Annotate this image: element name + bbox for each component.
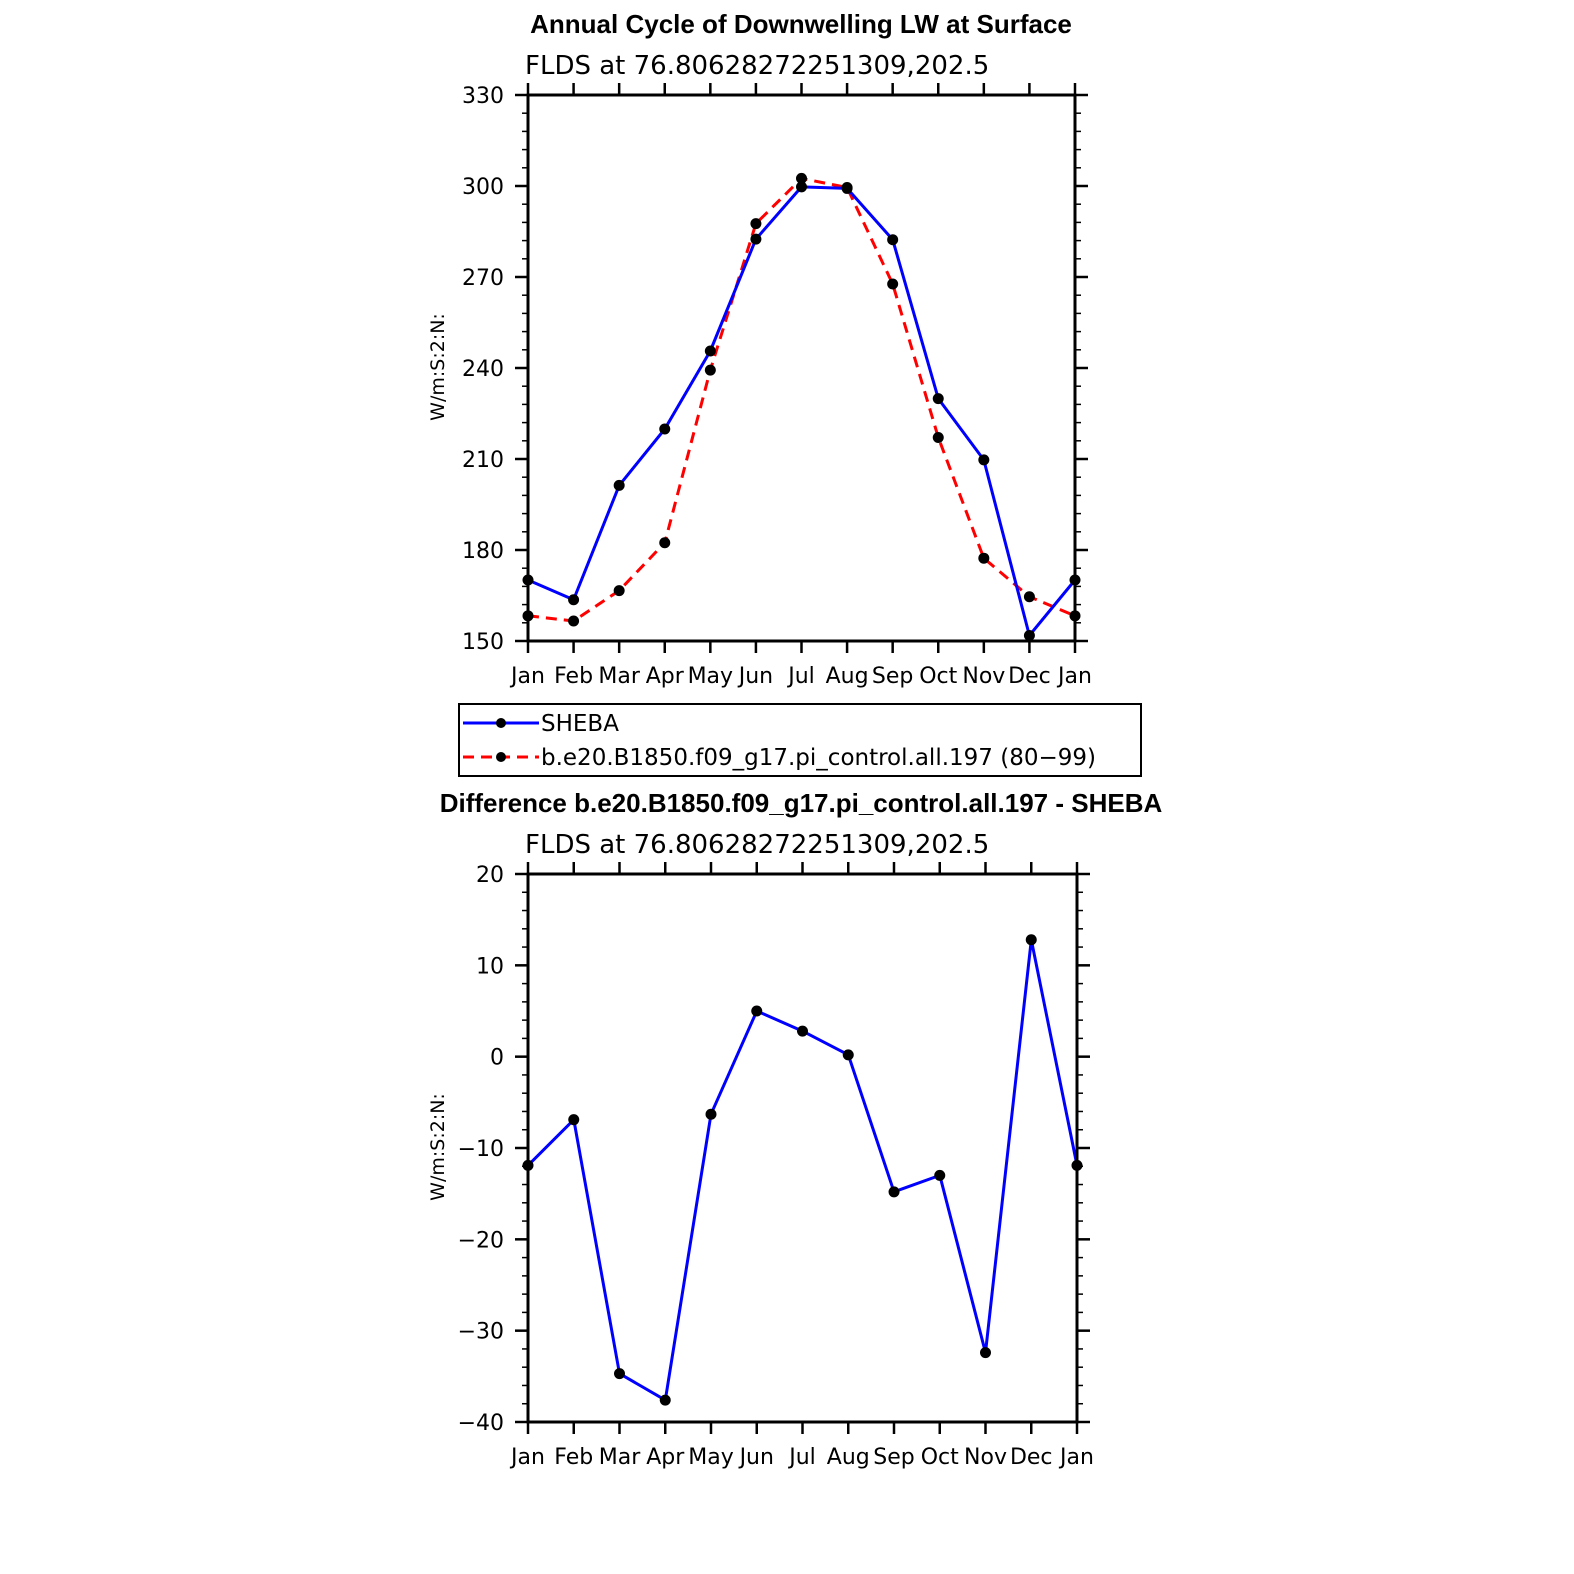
data-point-primary: [934, 1169, 946, 1181]
x-tick-label: Jun: [737, 664, 773, 689]
data-point-primary: [659, 423, 671, 435]
y-tick-label: −40: [458, 1411, 504, 1436]
data-point-secondary: [568, 615, 580, 627]
x-tick-label: Mar: [598, 664, 640, 689]
y-tick-label: 20: [476, 863, 504, 888]
data-point-primary: [978, 454, 990, 466]
data-point-primary: [888, 1186, 900, 1198]
data-point-secondary: [750, 218, 762, 230]
chart2-title: Difference b.e20.B1850.f09_g17.pi_contro…: [440, 788, 1163, 818]
x-tick-label: Jan: [1056, 664, 1092, 689]
legend-model-label: b.e20.B1850.f09_g17.pi_control.all.197 (…: [541, 745, 1096, 771]
y-tick-label: 210: [462, 448, 504, 473]
y-tick-label: 240: [462, 357, 504, 382]
y-tick-label: 300: [462, 175, 504, 200]
y-tick-label: 150: [462, 630, 504, 655]
data-point-primary: [568, 594, 580, 606]
y-tick-label: 10: [476, 954, 504, 979]
x-tick-label: Feb: [554, 1445, 593, 1470]
data-point-primary: [751, 1005, 763, 1017]
chart1-ticks: Jan Feb Mar Apr May Jun Jul Aug Sep Oct Nov Dec Jan1…: [462, 83, 1092, 689]
data-point-primary: [797, 1025, 808, 1037]
chart1-title: Annual Cycle of Downwelling LW at Surfac…: [530, 9, 1072, 39]
chart2-ylabel: W/m:S:2:N:: [427, 1093, 449, 1201]
x-tick-label: Feb: [554, 664, 593, 689]
data-point-primary: [842, 1049, 854, 1061]
y-tick-label: −30: [458, 1320, 504, 1345]
x-tick-label: Aug: [827, 1445, 870, 1470]
legend: SHEBA b.e20.B1850.f09_g17.pi_control.all…: [458, 703, 1142, 777]
data-point-primary: [568, 1114, 580, 1126]
data-point-primary: [796, 181, 807, 193]
series-line-secondary: [527, 176, 1076, 623]
chart1-series: [522, 172, 1081, 642]
x-tick-label: Jun: [738, 1445, 774, 1470]
x-tick-label: Jan: [509, 1445, 545, 1470]
x-tick-label: Jul: [787, 1445, 816, 1470]
legend-box: [458, 703, 1142, 777]
y-tick-label: 180: [462, 539, 504, 564]
chart1-ylabel: W/m:S:2:N:: [427, 313, 449, 421]
x-tick-label: Apr: [646, 1445, 685, 1470]
x-tick-label: Jul: [786, 664, 815, 689]
y-tick-label: 0: [490, 1046, 504, 1071]
data-point-primary: [614, 1368, 625, 1380]
data-point-primary: [980, 1347, 991, 1359]
legend-model-marker: [496, 752, 506, 762]
data-point-secondary: [796, 172, 807, 184]
y-tick-label: 270: [462, 266, 504, 291]
x-tick-label: Mar: [599, 1445, 641, 1470]
x-tick-label: Oct: [921, 1445, 959, 1470]
data-point-secondary: [704, 364, 716, 376]
legend-sheba-marker: [496, 718, 506, 728]
x-tick-label: Aug: [826, 664, 869, 689]
x-tick-label: Jan: [1058, 1445, 1094, 1470]
data-point-primary: [1025, 934, 1037, 946]
chart2-subtitle: FLDS at 76.80628272251309,202.5: [525, 830, 989, 860]
data-point-primary: [613, 479, 625, 491]
data-point-secondary: [1023, 591, 1035, 603]
x-tick-label: Nov: [964, 1445, 1007, 1470]
chart2-series: [522, 934, 1083, 1406]
x-tick-label: Oct: [919, 664, 957, 689]
chart1-subtitle: FLDS at 76.80628272251309,202.5: [525, 51, 989, 81]
data-point-primary: [1023, 630, 1035, 642]
data-point-secondary: [978, 552, 990, 564]
x-tick-label: Sep: [872, 664, 913, 689]
chart1-plot-frame: [526, 93, 1077, 643]
data-point-secondary: [887, 278, 899, 290]
x-tick-label: Apr: [646, 664, 685, 689]
x-tick-label: May: [688, 664, 733, 689]
chart2-ticks: Jan Feb Mar Apr May Jun Jul Aug Sep Oct Nov Dec Jan−…: [458, 862, 1094, 1470]
data-point-secondary: [841, 182, 853, 194]
x-tick-label: Nov: [962, 664, 1005, 689]
data-point-primary: [659, 1394, 671, 1406]
y-tick-label: −20: [458, 1228, 504, 1253]
x-tick-label: Sep: [873, 1445, 914, 1470]
data-point-primary: [932, 393, 944, 405]
series-line-primary: [527, 185, 1077, 637]
legend-sheba-label: SHEBA: [541, 711, 619, 737]
x-tick-label: Jan: [509, 664, 545, 689]
y-tick-label: −10: [458, 1137, 504, 1162]
x-tick-label: Dec: [1010, 1445, 1053, 1470]
x-tick-label: Dec: [1008, 664, 1051, 689]
data-point-primary: [705, 1108, 717, 1120]
data-point-primary: [704, 345, 716, 357]
data-point-secondary: [932, 431, 944, 443]
data-point-secondary: [659, 537, 671, 549]
chart2-plot-frame: [526, 872, 1079, 1424]
data-point-primary: [750, 233, 762, 245]
y-tick-label: 330: [462, 84, 504, 109]
data-point-primary: [887, 234, 899, 246]
series-line-primary: [526, 938, 1079, 1402]
x-tick-label: May: [688, 1445, 733, 1470]
data-point-secondary: [613, 585, 625, 597]
